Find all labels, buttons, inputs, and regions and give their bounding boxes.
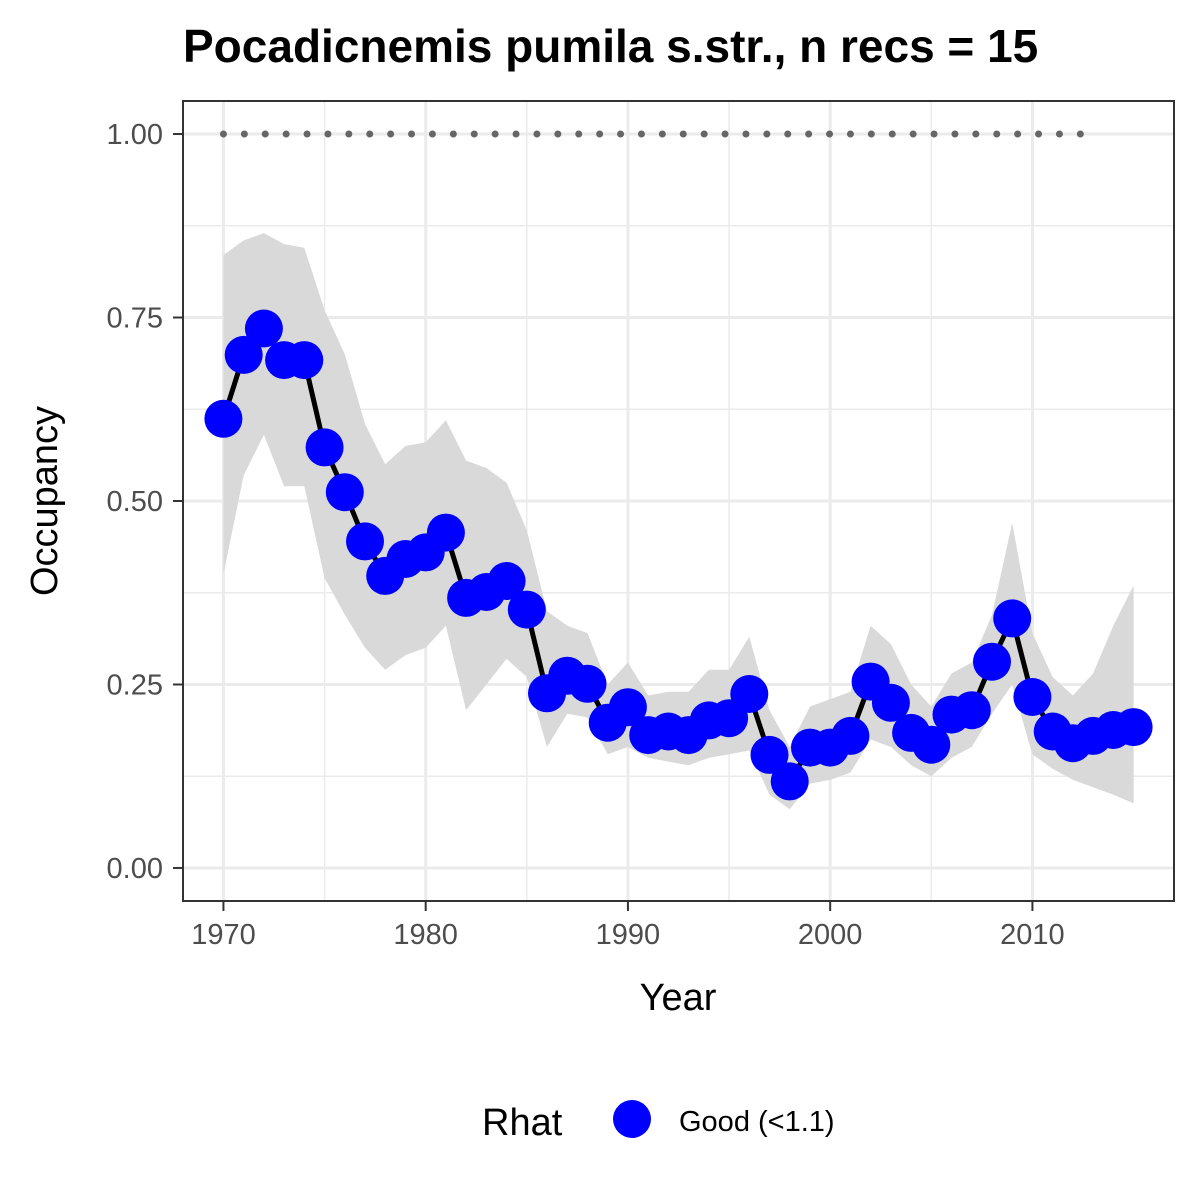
data-point <box>325 473 364 512</box>
x-axis-title: Year <box>640 977 717 1019</box>
data-point <box>568 664 607 703</box>
legend-key-good-icon <box>613 1100 651 1138</box>
data-point <box>487 562 526 600</box>
data-point <box>1013 678 1052 716</box>
data-point <box>973 642 1011 681</box>
data-points-group <box>204 309 1153 801</box>
data-point <box>224 335 263 374</box>
y-axis-ticks: 0.00 0.25 0.50 0.75 1.00 <box>107 119 183 885</box>
data-point <box>993 599 1032 638</box>
y-axis-title: Occupancy <box>24 406 66 596</box>
data-point <box>305 428 344 467</box>
data-point <box>1114 708 1153 747</box>
data-point <box>285 341 324 380</box>
legend: Rhat Good (<1.1) <box>482 1100 835 1144</box>
credible-interval-ribbon-group <box>223 233 1134 810</box>
chart-title: Pocadicnemis pumila s.str., n recs = 15 <box>183 20 1038 72</box>
data-point <box>770 762 809 801</box>
data-point <box>912 725 951 764</box>
data-point <box>871 683 910 722</box>
x-tick-label: 2000 <box>798 919 863 951</box>
y-tick-label: 1.00 <box>107 119 163 151</box>
x-tick-label: 1970 <box>191 919 256 951</box>
data-point <box>426 513 465 552</box>
credible-interval-ribbon <box>223 233 1134 810</box>
data-point <box>204 399 243 438</box>
y-tick-label: 0.75 <box>107 303 163 335</box>
data-point <box>952 691 991 730</box>
x-axis-ticks: 1970 1980 1990 2000 2010 <box>191 901 1065 951</box>
legend-title: Rhat <box>482 1102 563 1144</box>
data-point <box>346 522 384 561</box>
data-point <box>608 688 647 727</box>
data-point <box>750 735 789 774</box>
x-tick-label: 1990 <box>596 919 661 951</box>
x-tick-label: 1980 <box>393 919 458 951</box>
data-point <box>507 590 546 629</box>
data-point <box>831 716 870 755</box>
x-tick-label: 2010 <box>1000 919 1065 951</box>
data-point <box>730 675 769 713</box>
y-tick-label: 0.25 <box>107 669 163 701</box>
data-point <box>244 309 283 348</box>
y-tick-label: 0.50 <box>107 486 163 518</box>
legend-label-good: Good (<1.1) <box>679 1106 835 1138</box>
y-tick-label: 0.00 <box>107 853 163 885</box>
